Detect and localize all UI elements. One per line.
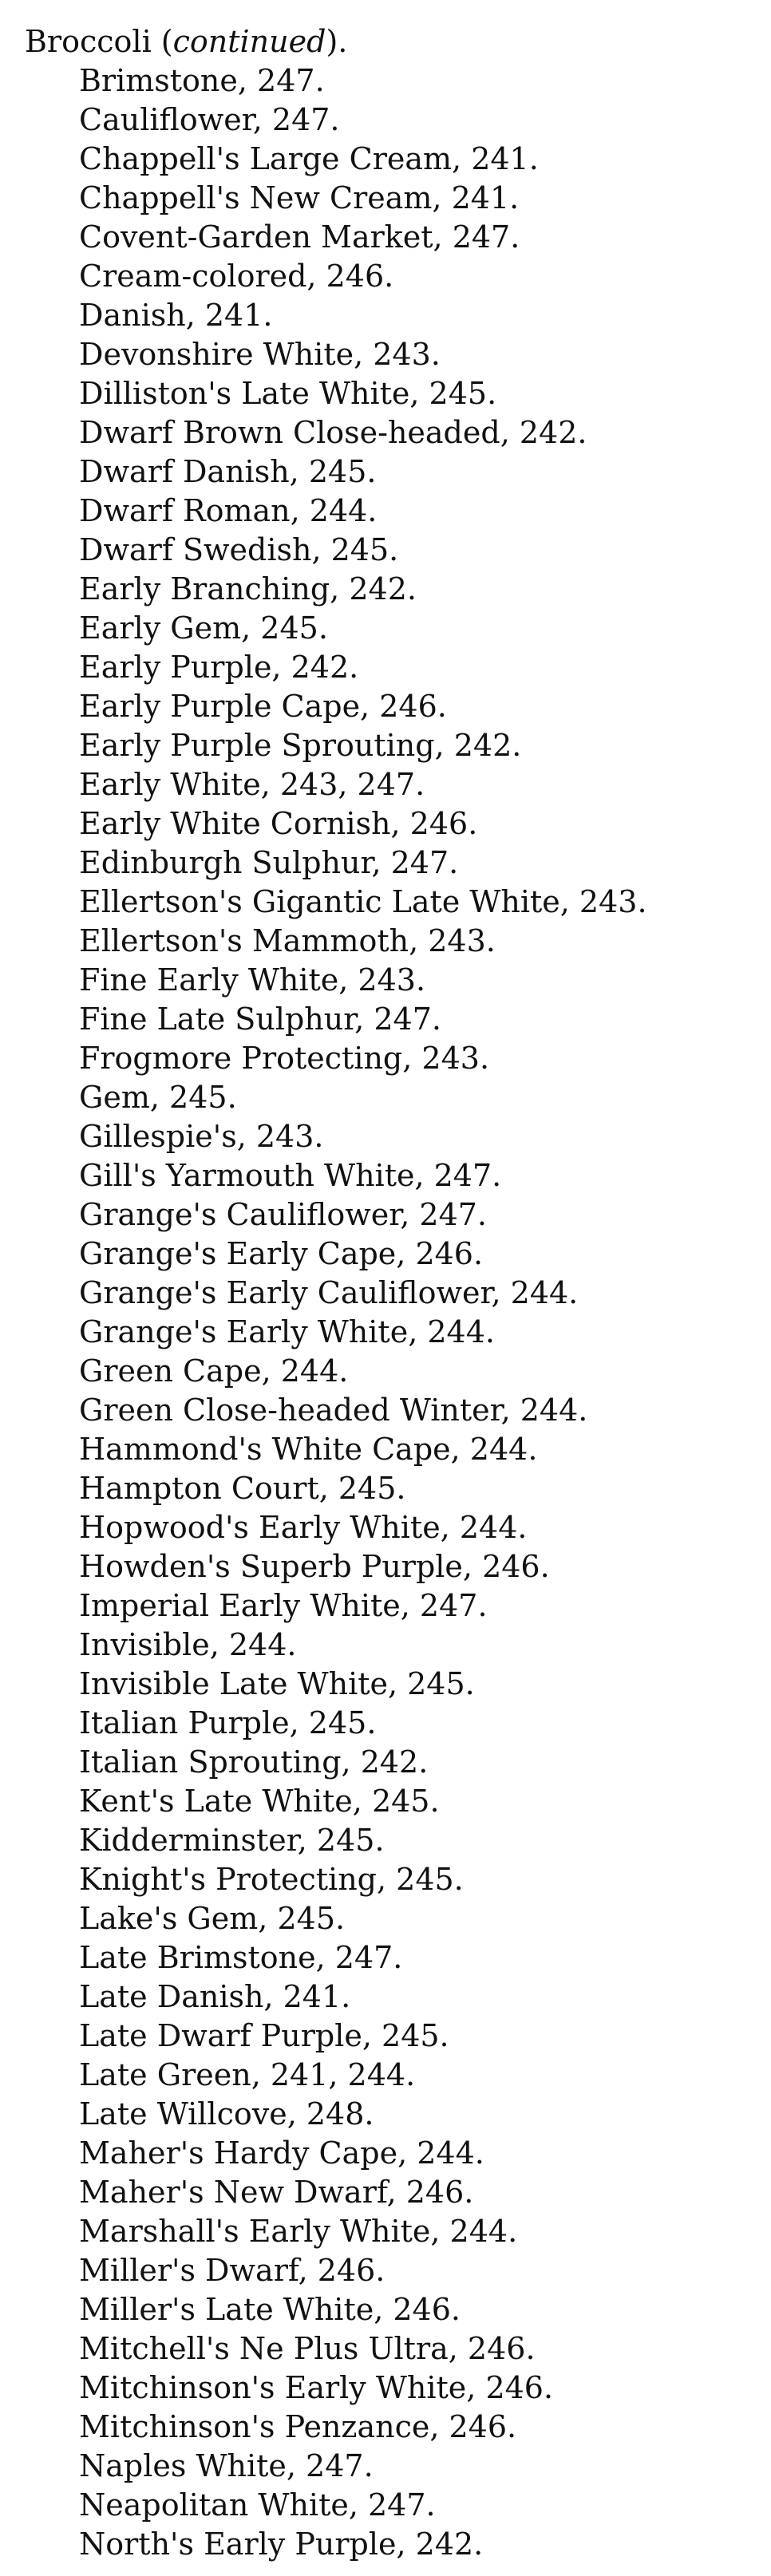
index-entry: Edinburgh Sulphur, 247. (79, 845, 459, 880)
index-entry: Ellertson's Mammoth, 243. (79, 923, 496, 958)
index-entry: Covent-Garden Market, 247. (79, 219, 520, 255)
index-entry: Fine Late Sulphur, 247. (79, 1002, 441, 1037)
index-entry: Grange's Early Cauliflower, 244. (79, 1275, 579, 1310)
index-entry: Grange's Early Cape, 246. (79, 1236, 484, 1271)
index-entry: Grange's Cauliflower, 247. (79, 1197, 487, 1232)
index-entry: Fine Early White, 243. (79, 962, 426, 998)
heading-qualifier: continued (172, 24, 326, 59)
index-entry: Neapolitan White, 247. (79, 2487, 436, 2523)
index-entry: Late Brimstone, 247. (79, 1940, 403, 1975)
index-entry: Hopwood's Early White, 244. (79, 1510, 528, 1545)
index-entry: Miller's Dwarf, 246. (79, 2253, 386, 2288)
index-entry: Mitchinson's Penzance, 246. (79, 2409, 517, 2444)
index-entry: Italian Sprouting, 242. (79, 1744, 429, 1780)
index-entry: Dwarf Swedish, 245. (79, 532, 399, 567)
index-entry: Late Green, 241, 244. (79, 2057, 416, 2092)
index-entry: Mitchell's Ne Plus Ultra, 246. (79, 2331, 536, 2366)
index-entry: Naples White, 247. (79, 2448, 374, 2483)
index-entry: Maher's New Dwarf, 246. (79, 2175, 474, 2210)
index-entry: Grange's Early White, 244. (79, 1314, 495, 1349)
index-entry: Frogmore Protecting, 243. (79, 1041, 490, 1076)
index-entry: Cream-colored, 246. (79, 259, 394, 294)
index-heading: Broccoli (continued). (0, 22, 771, 61)
index-entry: Dilliston's Late White, 245. (79, 376, 497, 411)
index-entry: Early Gem, 245. (79, 610, 328, 646)
index-entry: Chappell's New Cream, 241. (79, 180, 520, 215)
index-entry: Maher's Hardy Cape, 244. (79, 2135, 484, 2171)
index-entry: Dwarf Brown Close-headed, 242. (79, 415, 587, 450)
index-entry: Late Willcove, 248. (79, 2096, 374, 2132)
index-entry: Italian Purple, 245. (79, 1705, 377, 1740)
index-entry: Chappell's Large Cream, 241. (79, 141, 539, 176)
index-entry: Early White Cornish, 246. (79, 806, 478, 841)
index-entry: Late Dwarf Purple, 245. (79, 2018, 449, 2053)
index-entry: Early White, 243, 247. (79, 767, 425, 802)
index-entry: Kidderminster, 245. (79, 1823, 385, 1858)
index-entry: Invisible, 244. (79, 1627, 297, 1662)
index-entry: Hampton Court, 245. (79, 1471, 406, 1506)
index-entry: Kent's Late White, 245. (79, 1784, 440, 1819)
index-entry: Early Purple Sprouting, 242. (79, 728, 522, 763)
heading-open: ( (151, 24, 173, 59)
index-entry: Miller's Late White, 246. (79, 2292, 461, 2327)
index-entry: Mitchinson's Early White, 246. (79, 2370, 554, 2405)
index-entry: Brimstone, 247. (79, 63, 325, 98)
index-entry: Marshall's Early White, 244. (79, 2214, 518, 2249)
index-entry: Late Danish, 241. (79, 1979, 351, 2014)
index-entry: Early Branching, 242. (79, 571, 417, 606)
index-entry: Hammond's White Cape, 244. (79, 1432, 538, 1467)
index-entries: Brimstone, 247. Cauliflower, 247. Chappell… (0, 61, 771, 2564)
index-entry: Invisible Late White, 245. (79, 1666, 475, 1701)
index-entry: Imperial Early White, 247. (79, 1588, 488, 1623)
index-entry: Cauliflower, 247. (79, 102, 340, 137)
index-entry: Gillespie's, 243. (79, 1119, 324, 1154)
heading-close: ). (326, 24, 348, 59)
heading-term: Broccoli (25, 24, 152, 59)
index-entry: Dwarf Danish, 245. (79, 454, 377, 489)
index-entry: Devonshire White, 243. (79, 337, 441, 372)
index-entry: Danish, 241. (79, 298, 273, 333)
index-entry: Howden's Superb Purple, 246. (79, 1549, 550, 1584)
index-entry: Green Cape, 244. (79, 1353, 349, 1389)
index-entry: Gill's Yarmouth White, 247. (79, 1158, 502, 1193)
index-entry: North's Early Purple, 242. (79, 2527, 484, 2562)
index-entry: Gem, 245. (79, 1080, 237, 1115)
index-entry: Early Purple, 242. (79, 650, 359, 685)
index-entry: Dwarf Roman, 244. (79, 493, 378, 528)
index-entry: Early Purple Cape, 246. (79, 689, 447, 724)
index-entry: Knight's Protecting, 245. (79, 1862, 464, 1897)
index-entry: Ellertson's Gigantic Late White, 243. (79, 884, 647, 919)
index-entry: Lake's Gem, 245. (79, 1901, 346, 1936)
index-entry: Green Close-headed Winter, 244. (79, 1393, 588, 1428)
